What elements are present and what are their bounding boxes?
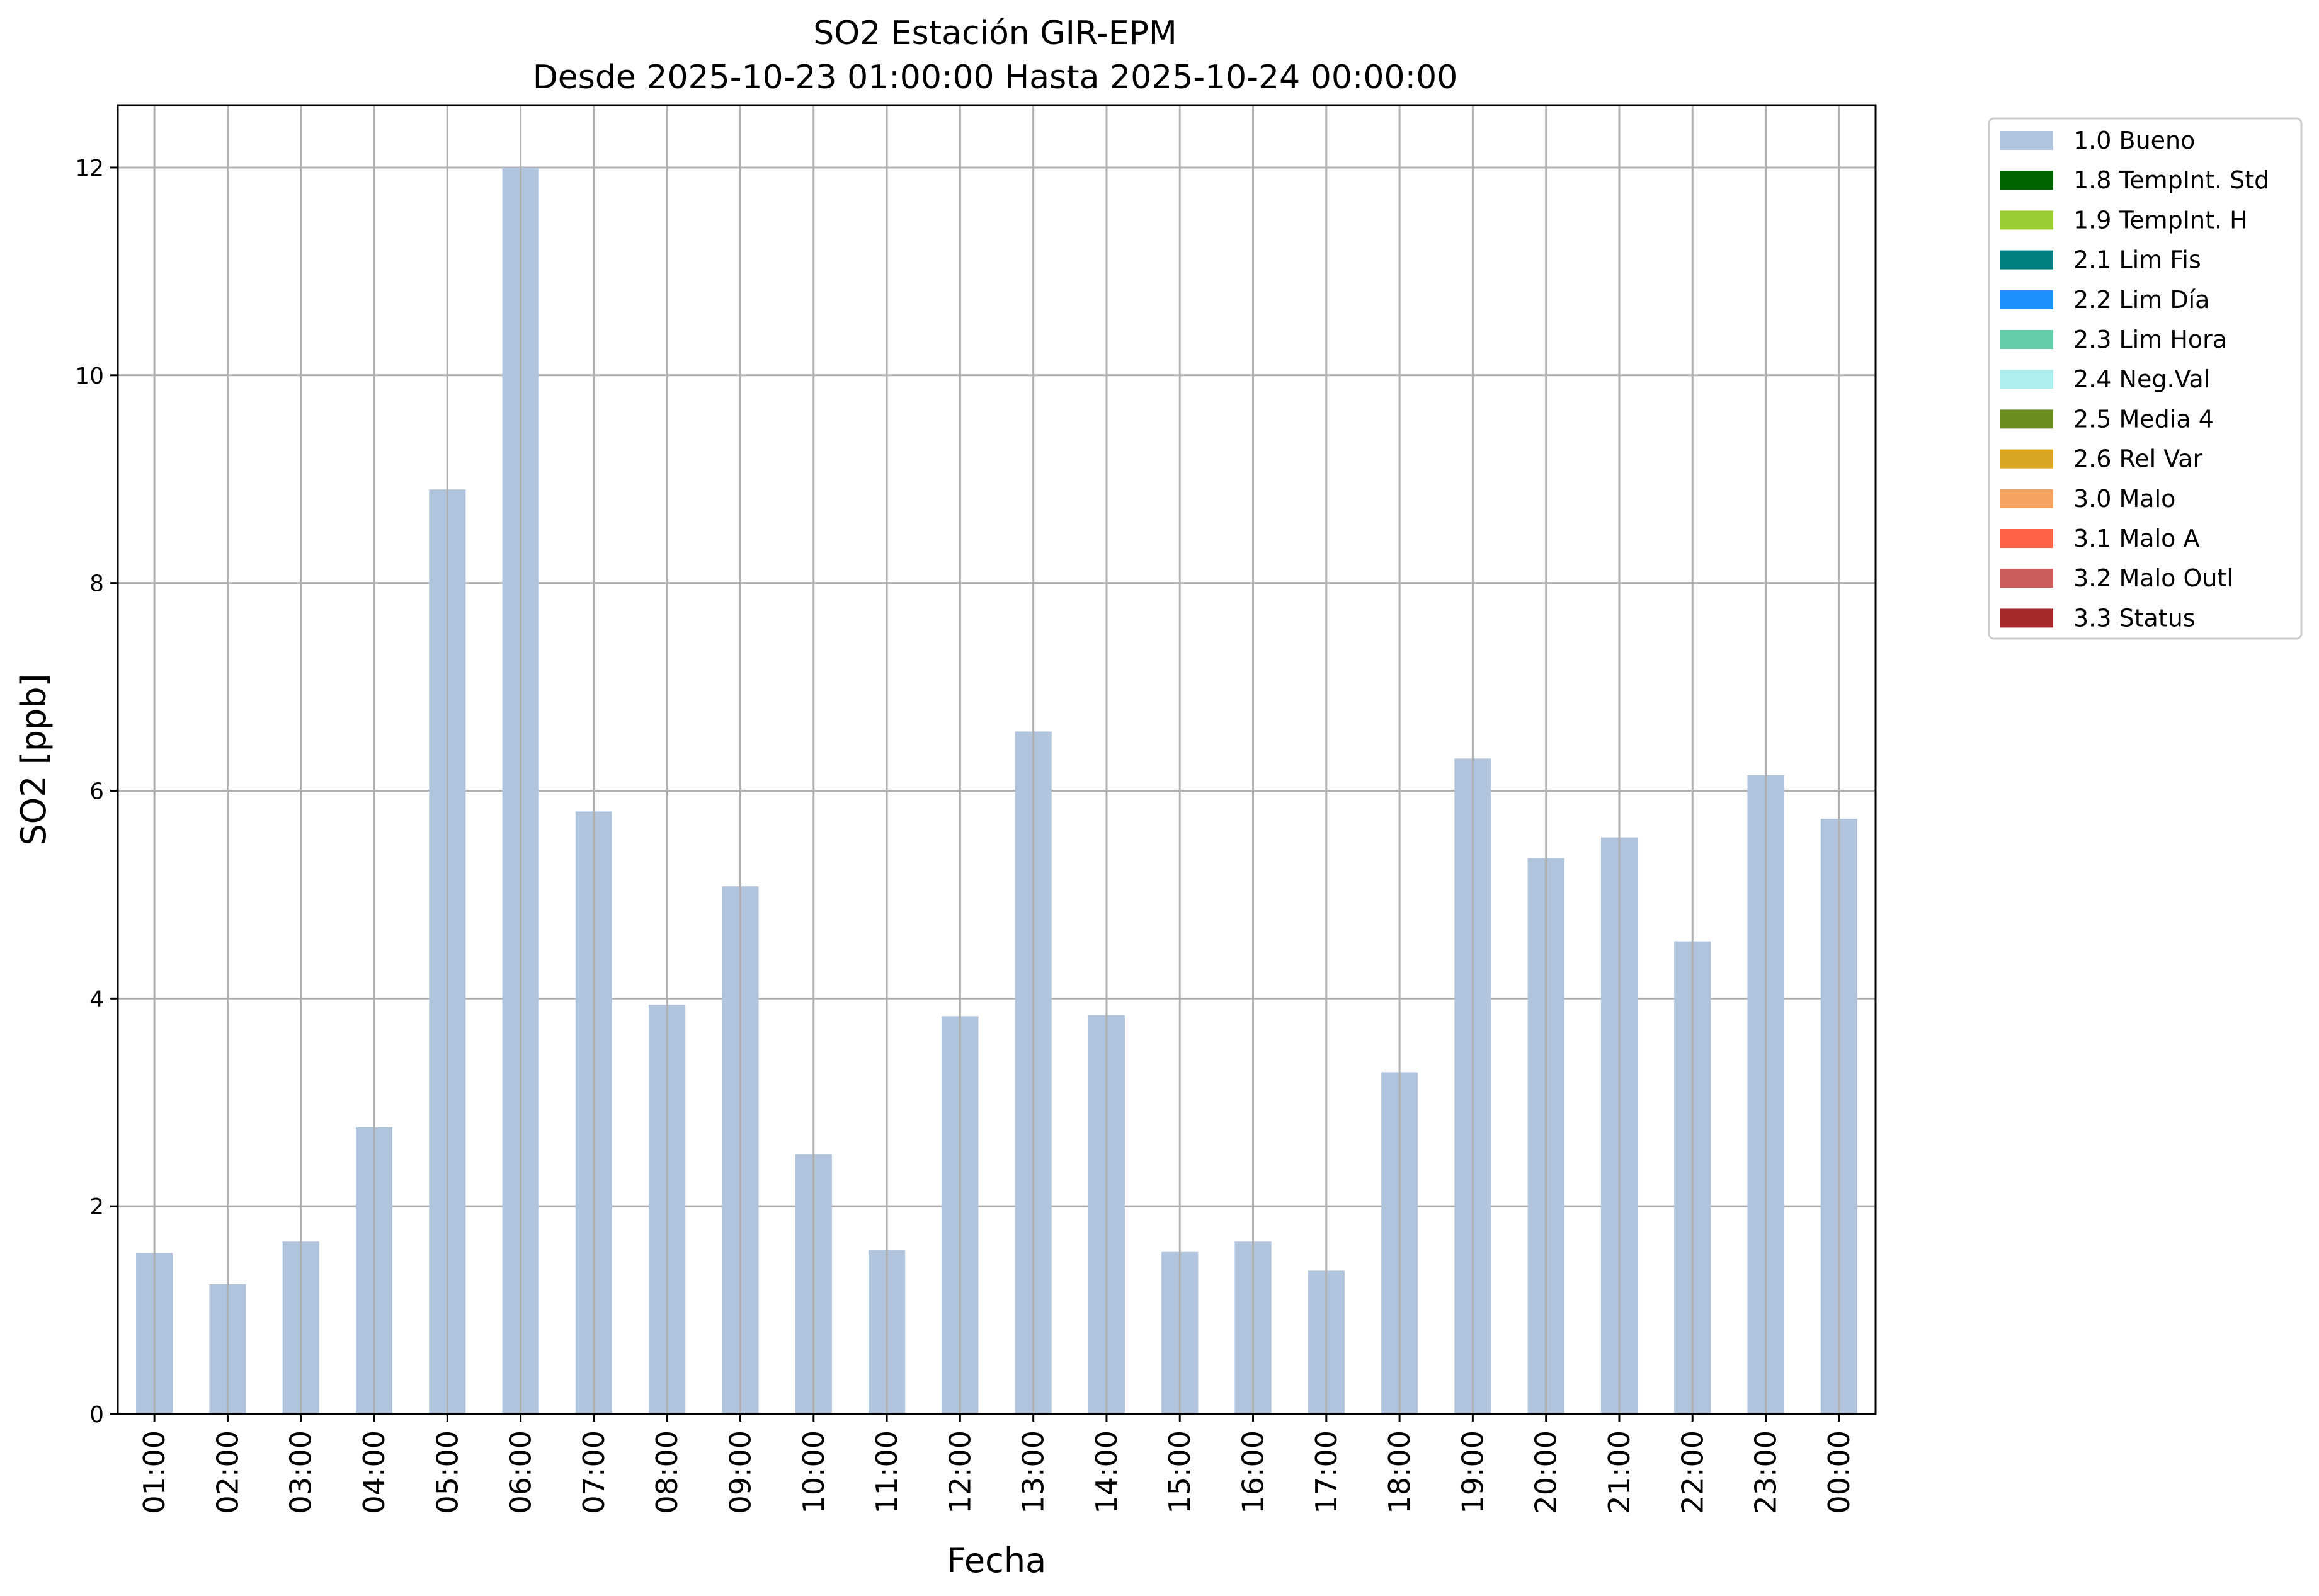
legend-label: 2.1 Lim Fis [2073, 246, 2201, 274]
legend-label: 3.3 Status [2073, 604, 2196, 632]
x-tick-label: 04:00 [357, 1430, 391, 1514]
x-tick-label: 22:00 [1675, 1430, 1709, 1514]
y-tick-label: 0 [89, 1402, 104, 1428]
y-tick-label: 8 [89, 571, 104, 597]
legend-label: 2.2 Lim Día [2073, 286, 2209, 314]
legend-swatch [2000, 210, 2053, 230]
y-axis-label: SO2 [ppb] [14, 673, 54, 845]
x-tick-label: 00:00 [1822, 1430, 1856, 1514]
x-tick-label: 19:00 [1456, 1430, 1490, 1514]
legend-swatch [2000, 250, 2053, 270]
legend: 1.0 Bueno 1.8 TempInt. Std 1.9 TempInt. H 2… [1988, 117, 2303, 640]
legend-swatch [2000, 449, 2053, 469]
chart-title: SO2 Estación GIR-EPM [813, 14, 1177, 52]
x-tick-label: 08:00 [650, 1430, 684, 1514]
legend-swatch [2000, 290, 2053, 309]
x-tick-label: 03:00 [284, 1430, 318, 1514]
legend-swatch [2000, 608, 2053, 628]
x-tick-label: 18:00 [1382, 1430, 1416, 1514]
y-tick-label: 12 [75, 156, 104, 181]
x-tick-label: 10:00 [797, 1430, 831, 1514]
y-tick-label: 4 [89, 986, 104, 1012]
x-tick-label: 12:00 [943, 1430, 977, 1514]
y-tick-label: 2 [89, 1194, 104, 1220]
legend-label: 3.0 Malo [2073, 485, 2175, 513]
x-tick-label: 11:00 [870, 1430, 904, 1514]
legend-entries: 1.0 Bueno 1.8 TempInt. Std 1.9 TempInt. H 2… [2000, 127, 2269, 632]
legend-label: 1.0 Bueno [2073, 127, 2195, 154]
legend-label: 2.3 Lim Hora [2073, 326, 2227, 353]
bars [136, 105, 1857, 1415]
x-axis-label: Fecha [947, 1541, 1046, 1580]
x-tick-label: 09:00 [723, 1430, 757, 1514]
legend-label: 1.9 TempInt. H [2073, 206, 2248, 234]
x-axis-ticks: 01:00 02:00 03:00 04:00 05:00 06:00 07:00 08:00… [137, 1414, 1856, 1514]
x-tick-label: 20:00 [1529, 1430, 1563, 1514]
legend-swatch [2000, 529, 2053, 548]
y-tick-label: 6 [89, 778, 104, 804]
chart-subtitle: Desde 2025-10-23 01:00:00 Hasta 2025-10-… [533, 59, 1458, 96]
legend-frame [1988, 117, 2303, 640]
legend-swatch [2000, 330, 2053, 349]
legend-label: 1.8 TempInt. Std [2073, 166, 2269, 194]
legend-label: 3.2 Malo Outl [2073, 564, 2233, 592]
x-tick-label: 16:00 [1236, 1430, 1270, 1514]
grid-lines [118, 166, 1876, 1415]
legend-label: 2.4 Neg.Val [2073, 365, 2210, 393]
x-tick-label: 21:00 [1602, 1430, 1636, 1514]
y-tick-label: 10 [75, 363, 104, 389]
x-tick-label: 05:00 [430, 1430, 464, 1514]
x-tick-label: 02:00 [210, 1430, 244, 1514]
legend-swatch [2000, 131, 2053, 150]
x-tick-label: 06:00 [504, 1430, 538, 1514]
legend-swatch [2000, 409, 2053, 429]
legend-swatch [2000, 569, 2053, 588]
x-tick-label: 13:00 [1017, 1430, 1051, 1514]
legend-swatch [2000, 171, 2053, 190]
legend-swatch [2000, 489, 2053, 508]
x-tick-label: 15:00 [1163, 1430, 1197, 1514]
legend-label: 3.1 Malo A [2073, 525, 2199, 552]
x-tick-label: 01:00 [137, 1430, 171, 1514]
x-tick-label: 07:00 [577, 1430, 611, 1514]
y-axis-ticks: 0 2 4 6 8 10 12 [75, 156, 118, 1428]
legend-label: 2.6 Rel Var [2073, 445, 2203, 473]
legend-label: 2.5 Media 4 [2073, 405, 2214, 433]
legend-swatch [2000, 370, 2053, 389]
x-tick-label: 23:00 [1749, 1430, 1783, 1514]
plot-frame [117, 104, 1877, 1415]
x-tick-label: 17:00 [1309, 1430, 1343, 1514]
x-tick-label: 14:00 [1090, 1430, 1124, 1514]
